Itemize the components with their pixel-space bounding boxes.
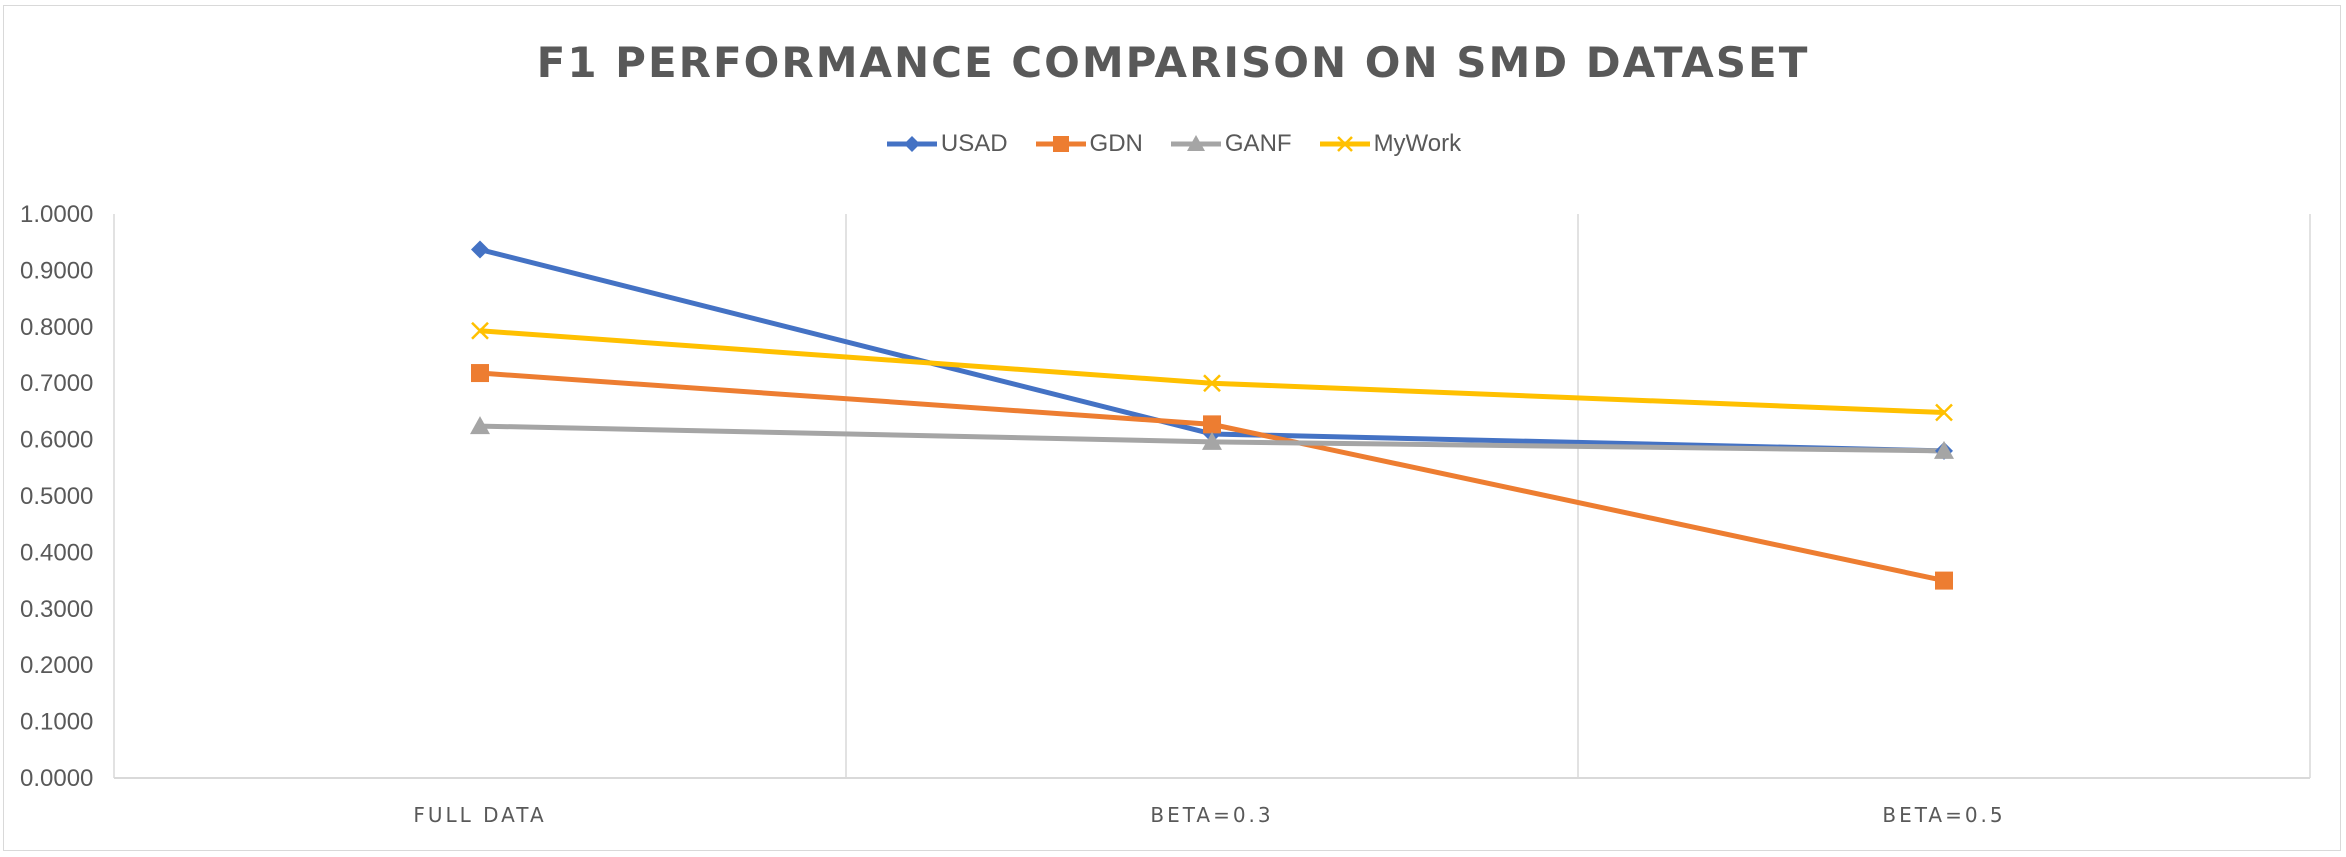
data-point-mywork — [1935, 403, 1953, 422]
y-tick-label: 0.7000 — [20, 370, 93, 397]
data-point-ganf — [1202, 431, 1222, 450]
legend: USAD GDN GANF MyWork — [0, 130, 2346, 158]
legend-item-gdn: GDN — [1034, 130, 1143, 158]
data-point-mywork — [471, 321, 489, 340]
y-tick-label: 0.0000 — [20, 765, 93, 792]
y-tick-label: 0.5000 — [20, 483, 93, 510]
data-point-gdn — [1935, 571, 1953, 590]
y-tick-label: 0.6000 — [20, 427, 93, 454]
legend-item-mywork: MyWork — [1318, 130, 1462, 158]
series-line-mywork — [479, 328, 1945, 416]
y-tick-label: 0.8000 — [20, 314, 93, 341]
x-tick-label: BETA=0.3 — [1150, 803, 1273, 827]
data-point-ganf — [470, 416, 490, 435]
legend-item-usad: USAD — [885, 130, 1008, 158]
data-point-ganf — [1934, 440, 1954, 459]
x-tick-label: BETA=0.5 — [1882, 803, 2005, 827]
legend-label: GDN — [1089, 130, 1143, 157]
y-tick-label: 0.2000 — [20, 652, 93, 679]
y-tick-label: 1.0000 — [20, 201, 93, 228]
y-tick-label: 0.1000 — [20, 709, 93, 736]
x-tick-label: FULL DATA — [413, 803, 546, 827]
legend-label: GANF — [1224, 130, 1292, 157]
data-point-gdn — [1203, 415, 1221, 434]
data-point-mywork — [1203, 374, 1221, 393]
legend-swatch-icon — [1319, 136, 1370, 152]
chart-title: F1 PERFORMANCE COMPARISON ON SMD DATASET — [536, 38, 1810, 87]
y-tick-label: 0.4000 — [20, 539, 93, 566]
legend-label: MyWork — [1373, 130, 1462, 157]
legend-swatch-icon — [886, 136, 937, 152]
legend-item-ganf: GANF — [1169, 130, 1292, 158]
data-point-usad — [471, 240, 489, 259]
y-tick-label: 0.3000 — [20, 596, 93, 623]
data-point-gdn — [471, 364, 489, 383]
y-tick-label: 0.9000 — [20, 257, 93, 284]
legend-label: USAD — [940, 130, 1008, 157]
legend-swatch-icon — [1035, 136, 1086, 152]
legend-swatch-icon — [1170, 135, 1221, 151]
